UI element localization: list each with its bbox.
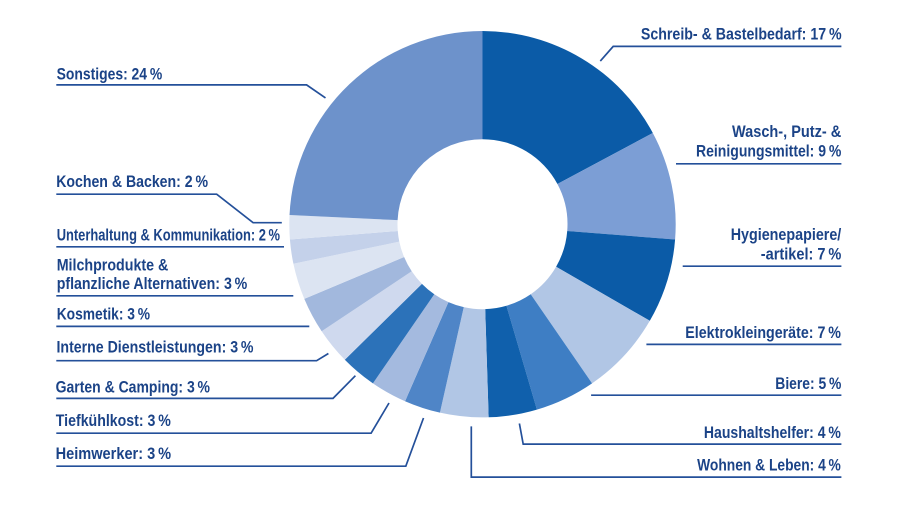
svg-text:Haushaltshelfer: 4 %: Haushaltshelfer: 4 % [704,423,841,442]
svg-text:Schreib- & Bastelbedarf: 17 %: Schreib- & Bastelbedarf: 17 % [641,25,842,44]
svg-text:Kochen & Backen: 2 %: Kochen & Backen: 2 % [56,172,208,191]
svg-text:pflanzliche Alternativen: 3 %: pflanzliche Alternativen: 3 % [57,274,248,293]
svg-text:Biere: 5 %: Biere: 5 % [775,374,841,393]
svg-text:Milchprodukte &: Milchprodukte & [57,255,169,274]
svg-text:Kosmetik: 3 %: Kosmetik: 3 % [57,304,150,323]
svg-text:Elektrokleingeräte: 7 %: Elektrokleingeräte: 7 % [685,323,841,342]
svg-text:Wasch-, Putz- &: Wasch-, Putz- & [732,122,841,141]
svg-text:Garten & Camping: 3 %: Garten & Camping: 3 % [56,377,210,396]
svg-text:Unterhaltung & Kommunikation:: Unterhaltung & Kommunikation: 2 % [57,225,280,244]
svg-text:Interne Dienstleistungen: 3 %: Interne Dienstleistungen: 3 % [57,338,254,357]
svg-text:Tiefkühlkost: 3 %: Tiefkühlkost: 3 % [56,411,171,430]
svg-text:Heimwerker: 3 %: Heimwerker: 3 % [56,444,172,463]
svg-text:Reinigungsmittel: 9 %: Reinigungsmittel: 9 % [696,141,841,160]
svg-text:Hygienepapiere/: Hygienepapiere/ [731,225,842,244]
svg-text:Wohnen & Leben: 4 %: Wohnen & Leben: 4 % [697,456,841,475]
svg-text:Sonstiges: 24 %: Sonstiges: 24 % [57,64,163,83]
svg-text:-artikel: 7 %: -artikel: 7 % [761,244,842,263]
